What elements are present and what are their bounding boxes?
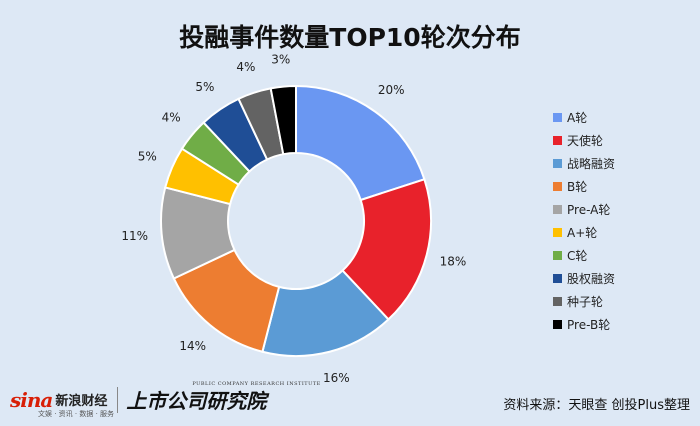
sina-logo: sina	[10, 387, 53, 412]
legend-item-0: A轮	[553, 106, 615, 129]
legend-label: B轮	[567, 180, 588, 194]
legend-label: 战略融资	[567, 157, 616, 171]
slice-label-4: 11%	[121, 229, 148, 243]
institute-english-name: PUBLIC COMPANY RESEARCH INSTITUTE	[192, 381, 321, 387]
legend-item-1: 天使轮	[553, 129, 615, 152]
legend-label: 种子轮	[567, 295, 604, 309]
legend-item-7: 股权融资	[553, 267, 615, 290]
legend-swatch	[553, 228, 562, 237]
chart-title: 投融事件数量TOP10轮次分布	[179, 23, 521, 52]
slice-label-1: 18%	[440, 254, 467, 268]
legend-item-4: Pre-A轮	[553, 198, 615, 221]
legend-label: A轮	[567, 111, 588, 125]
legend-swatch	[553, 205, 562, 214]
legend-swatch	[553, 251, 562, 260]
footer-logos: sina 新浪财经 文娱 · 资讯 · 数据 · 服务 上市公司研究院 PUBL…	[10, 381, 320, 418]
slice-label-9: 3%	[271, 53, 290, 67]
sina-finance-name: 新浪财经	[55, 394, 108, 409]
legend-swatch	[553, 159, 562, 168]
institute-name: 上市公司研究院	[126, 389, 267, 413]
legend-item-9: Pre-B轮	[553, 313, 615, 336]
legend-item-2: 战略融资	[553, 152, 615, 175]
slice-label-5: 5%	[138, 150, 157, 164]
legend-label: A+轮	[567, 226, 598, 240]
legend-label: C轮	[567, 249, 588, 263]
legend-swatch	[553, 274, 562, 283]
slice-label-7: 5%	[195, 80, 214, 94]
slice-label-2: 16%	[323, 371, 350, 385]
legend-swatch	[553, 182, 562, 191]
slice-9	[269, 84, 297, 156]
legend-item-3: B轮	[553, 175, 615, 198]
logo-divider	[117, 386, 119, 413]
slice-label-6: 4%	[162, 111, 181, 125]
slice-label-0: 20%	[378, 83, 405, 97]
legend-item-8: 种子轮	[553, 290, 615, 313]
sina-tagline: 文娱 · 资讯 · 数据 · 服务	[38, 409, 115, 418]
legend-item-6: C轮	[553, 244, 615, 267]
data-source: 资料来源：天眼查 创投Plus整理	[503, 398, 690, 413]
legend-label: Pre-B轮	[567, 318, 611, 332]
legend-swatch	[553, 136, 562, 145]
legend-label: 天使轮	[567, 134, 604, 148]
legend-swatch	[553, 113, 562, 122]
legend-label: 股权融资	[567, 272, 616, 286]
legend-swatch	[553, 320, 562, 329]
slice-label-8: 4%	[236, 60, 255, 74]
institute-logo: 上市公司研究院 PUBLIC COMPANY RESEARCH INSTITUT…	[126, 381, 320, 414]
slice-0	[295, 84, 426, 202]
chart-legend: A轮天使轮战略融资 B轮 Pre-A轮 A+轮 C轮股权融资种子轮 Pre-B轮	[553, 106, 615, 336]
legend-swatch	[553, 297, 562, 306]
legend-label: Pre-A轮	[567, 203, 611, 217]
legend-item-5: A+轮	[553, 221, 615, 244]
slice-2	[261, 269, 390, 357]
slice-label-3: 14%	[179, 339, 206, 353]
